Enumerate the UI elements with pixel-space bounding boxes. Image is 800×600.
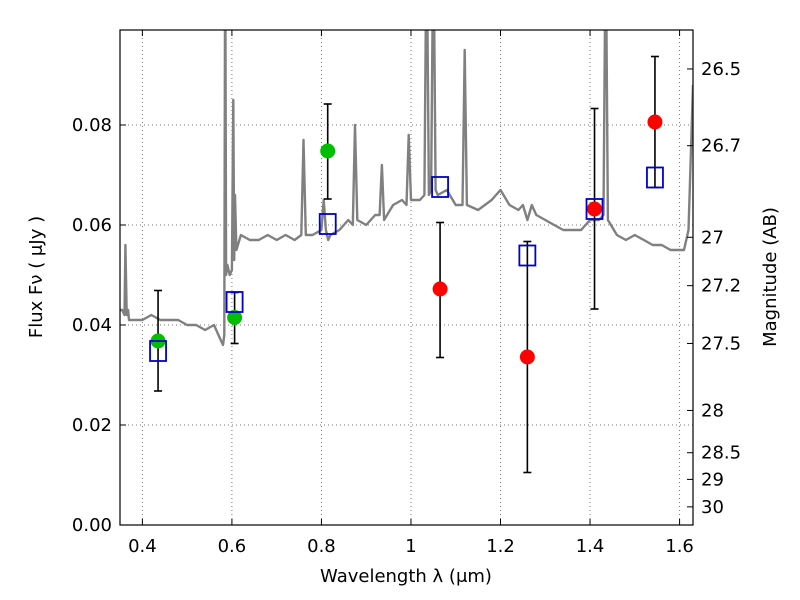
model-photometry-square	[518, 244, 537, 267]
model-spectrum-layer	[120, 30, 693, 347]
x-tick-label: 1.2	[486, 536, 515, 557]
plot-background	[120, 30, 693, 525]
magnitude-tick-label: 28.5	[701, 443, 741, 464]
magnitude-tick-label: 26.5	[701, 59, 741, 80]
magnitude-axis-label: Magnitude (AB)	[760, 207, 781, 347]
x-tick-label: 0.4	[128, 536, 157, 557]
model-spectrum-line	[120, 30, 693, 347]
magnitude-tick-label: 27	[701, 227, 724, 248]
x-axis-label: Wavelength λ (μm)	[320, 566, 492, 587]
model-photometry-square	[585, 198, 604, 220]
magnitude-tick-label: 27.2	[701, 276, 741, 297]
magnitude-tick-label: 28	[701, 400, 724, 421]
plot-frame	[119, 29, 694, 526]
model-photometry-square	[225, 291, 244, 313]
model-photometry-square	[318, 213, 337, 235]
data-point-red	[519, 349, 535, 365]
marker-layer	[149, 114, 664, 365]
grid	[120, 30, 693, 526]
model-photometry-square	[646, 166, 664, 189]
x-axis: 0.4 0.6 0.8 1 1.2 1.4 1.6	[128, 30, 694, 557]
y-tick-label: 0.04	[72, 315, 112, 336]
magnitude-axis: 26.5 26.7 27 27.2 27.5 28 28.5 29 30	[687, 59, 741, 518]
y-axis-label: Flux Fν ( μJy )	[26, 216, 47, 338]
y-axis: 0.00 0.02 0.04 0.06 0.08	[72, 115, 126, 536]
magnitude-tick-label: 29	[701, 469, 724, 490]
x-tick-label: 1.4	[576, 536, 605, 557]
x-tick-label: 0.6	[218, 536, 247, 557]
data-point-green	[320, 143, 336, 159]
x-tick-label: 1	[405, 536, 416, 557]
y-tick-label: 0.00	[72, 515, 112, 536]
data-point-red	[432, 281, 448, 297]
model-photometry-square	[431, 176, 449, 198]
data-point-green	[227, 310, 243, 325]
data-point-red	[587, 201, 603, 217]
x-tick-label: 0.8	[307, 536, 336, 557]
model-photometry-square	[149, 340, 167, 362]
magnitude-tick-label: 27.5	[701, 333, 741, 354]
y-tick-label: 0.02	[72, 415, 112, 436]
magnitude-tick-label: 26.7	[701, 136, 741, 157]
y-tick-label: 0.08	[72, 115, 112, 136]
y-tick-label: 0.06	[72, 215, 112, 236]
magnitude-tick-label: 30	[701, 497, 724, 518]
x-tick-label: 1.6	[665, 536, 694, 557]
data-point-red	[647, 114, 663, 130]
